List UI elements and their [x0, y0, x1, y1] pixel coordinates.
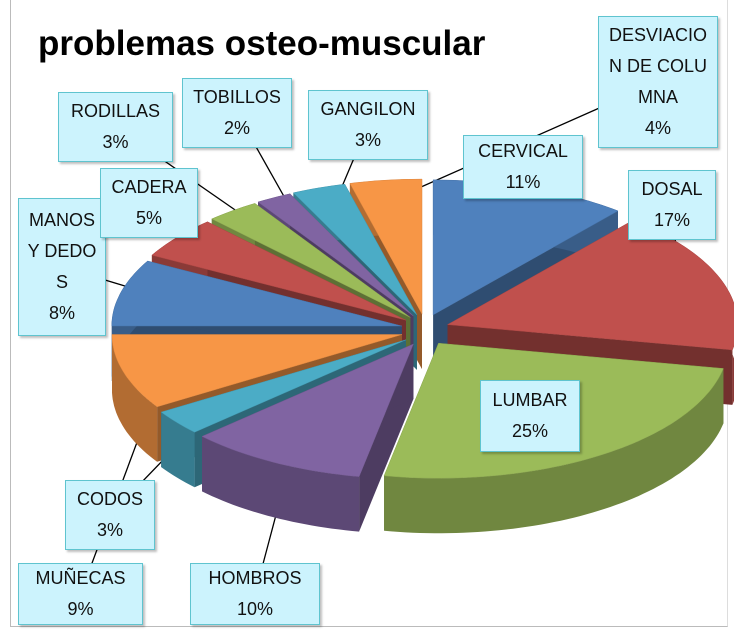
data-label-text: 11% — [505, 172, 541, 192]
data-label-text: 4% — [644, 118, 671, 138]
data-label-text: 17% — [653, 210, 691, 230]
data-label: DESVIACION DE COLUMNA 4% — [598, 16, 718, 148]
data-label-text: HOMBROS — [208, 568, 302, 588]
data-label-text: 3% — [354, 130, 381, 150]
data-label-text: DOSAL — [641, 179, 703, 199]
slice-wall — [112, 334, 158, 462]
data-label-text: 8% — [48, 303, 75, 323]
slice-top — [111, 334, 403, 408]
slice-wall — [384, 368, 724, 534]
data-label-text: 10% — [236, 599, 274, 619]
data-label-text: RODILLAS — [70, 101, 161, 121]
data-label: CADERA 5% — [100, 168, 198, 238]
data-label-text: LUMBAR — [492, 390, 568, 410]
slice — [201, 343, 414, 532]
data-label: GANGILON 3% — [308, 90, 428, 160]
data-label-text: 2% — [223, 118, 250, 138]
data-label-text: CERVICAL — [478, 141, 568, 161]
slice-top — [292, 183, 418, 316]
data-label: RODILLAS 3% — [58, 92, 173, 162]
data-label-text: GANGILON — [320, 99, 416, 119]
data-label: MUÑECAS 9% — [18, 563, 143, 625]
data-label-text: MANOS Y DEDOS — [27, 210, 97, 292]
data-label-text: 9% — [67, 599, 94, 619]
chart-title: problemas osteo-muscular — [38, 24, 486, 63]
slice-wall — [202, 436, 360, 532]
data-label-text: MUÑECAS — [35, 568, 126, 588]
slice-top — [111, 260, 402, 327]
slice-top — [211, 203, 411, 318]
data-label: HOMBROS 10% — [190, 563, 320, 625]
data-label: DOSAL 17% — [628, 170, 716, 240]
data-label-text: 3% — [96, 520, 123, 540]
data-label: CODOS 3% — [65, 480, 155, 550]
data-label-text: CODOS — [76, 489, 143, 509]
slice-top — [160, 339, 407, 433]
data-label: MANOS Y DEDOS 8% — [18, 198, 106, 336]
data-label-text: DESVIACION DE COLUMNA — [608, 25, 708, 107]
slice-top — [349, 178, 423, 315]
slice-top — [257, 193, 414, 317]
data-label-text: TOBILLOS — [193, 87, 281, 107]
data-label: CERVICAL 11% — [463, 135, 583, 199]
data-label-text: 25% — [511, 421, 549, 441]
data-label: LUMBAR 25% — [480, 380, 580, 452]
data-label-text: CADERA — [111, 177, 187, 197]
data-label-text: 5% — [135, 208, 162, 228]
data-label-text: 3% — [102, 132, 129, 152]
data-label: TOBILLOS 2% — [182, 78, 292, 148]
slice-wall — [161, 412, 195, 488]
slice-top — [201, 343, 414, 477]
